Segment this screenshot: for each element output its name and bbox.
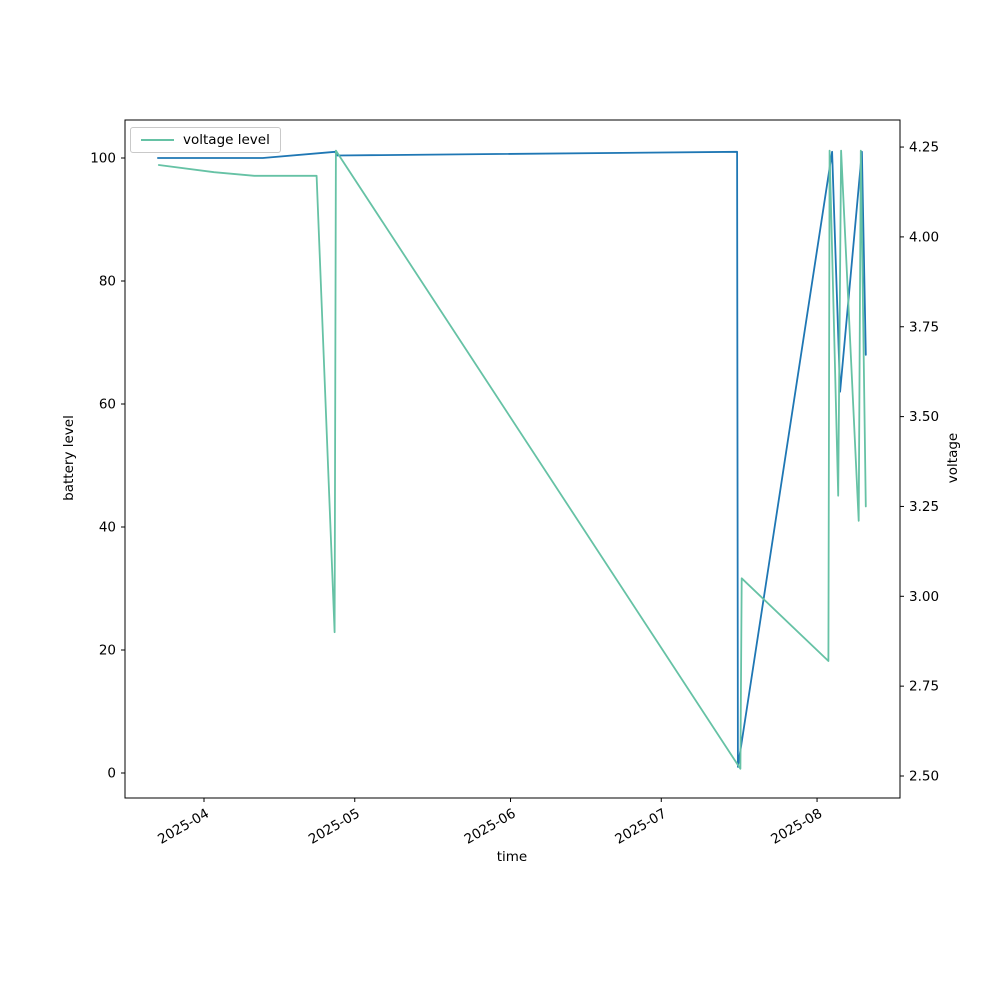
left-y-tick-label: 80 [99, 274, 116, 290]
battery-level-line [156, 150, 867, 768]
right-y-axis-label: voltage [945, 433, 961, 483]
left-y-tick-label: 0 [107, 766, 116, 782]
right-y-tick-label: 3.50 [909, 409, 939, 425]
x-tick-label: 2025-07 [612, 806, 669, 848]
voltage-legend-label: voltage level [183, 132, 270, 148]
left-y-tick-label: 100 [90, 151, 116, 167]
right-y-tick-label: 4.00 [909, 229, 939, 245]
left-y-tick-label: 60 [99, 397, 116, 413]
x-tick-label: 2025-04 [155, 806, 212, 848]
voltage-legend-line-sample [141, 139, 174, 141]
x-axis-label: time [497, 849, 528, 865]
left-y-tick-label: 20 [99, 643, 116, 659]
plot-frame [124, 119, 901, 799]
legend: voltage level [130, 127, 281, 153]
right-y-tick-label: 2.50 [909, 769, 939, 785]
left-y-axis-label: battery level [61, 415, 77, 501]
right-y-tick-label: 3.25 [909, 499, 939, 515]
voltage-line [157, 149, 867, 770]
right-y-tick-label: 3.75 [909, 319, 939, 335]
axis-ticks: 2025-04 2025-05 2025-06 2025-07 2025-08 0 20 40… [90, 140, 939, 848]
left-y-tick-label: 40 [99, 520, 116, 536]
x-tick-label: 2025-06 [462, 806, 519, 848]
x-tick-label: 2025-05 [306, 806, 363, 848]
data-lines [156, 149, 867, 770]
x-tick-label: 2025-08 [768, 806, 825, 848]
right-y-tick-label: 3.00 [909, 589, 939, 605]
right-y-tick-label: 4.25 [909, 140, 939, 156]
right-y-tick-label: 2.75 [909, 679, 939, 695]
